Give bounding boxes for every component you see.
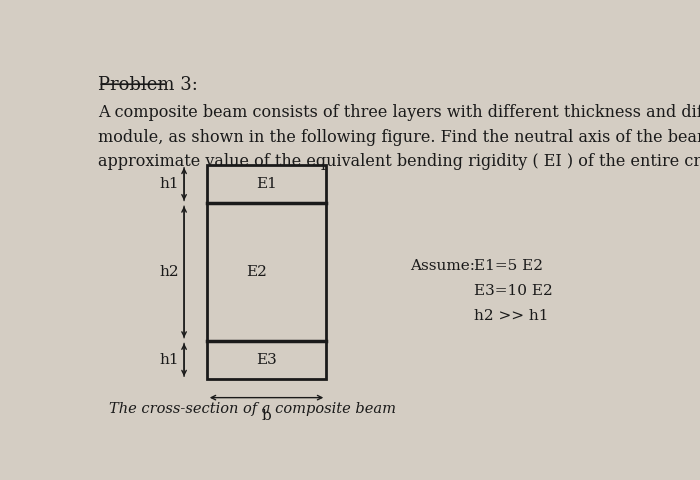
Text: Problem 3:: Problem 3:: [98, 76, 198, 94]
Text: E3: E3: [256, 353, 277, 367]
Bar: [207, 165, 326, 379]
Text: E1: E1: [256, 177, 277, 191]
Text: h1: h1: [159, 177, 178, 191]
Text: h2: h2: [159, 265, 178, 279]
Text: Assume:: Assume:: [410, 259, 475, 273]
Text: A composite beam consists of three layers with different thickness and different: A composite beam consists of three layer…: [98, 104, 700, 170]
Text: h2 >> h1: h2 >> h1: [475, 309, 549, 324]
Text: E1=5 E2: E1=5 E2: [475, 259, 543, 273]
Text: h1: h1: [159, 353, 178, 367]
Text: E2: E2: [246, 265, 267, 279]
Text: The cross-section of a composite beam: The cross-section of a composite beam: [109, 402, 396, 416]
Text: E3=10 E2: E3=10 E2: [475, 284, 553, 298]
Text: b: b: [262, 409, 272, 423]
